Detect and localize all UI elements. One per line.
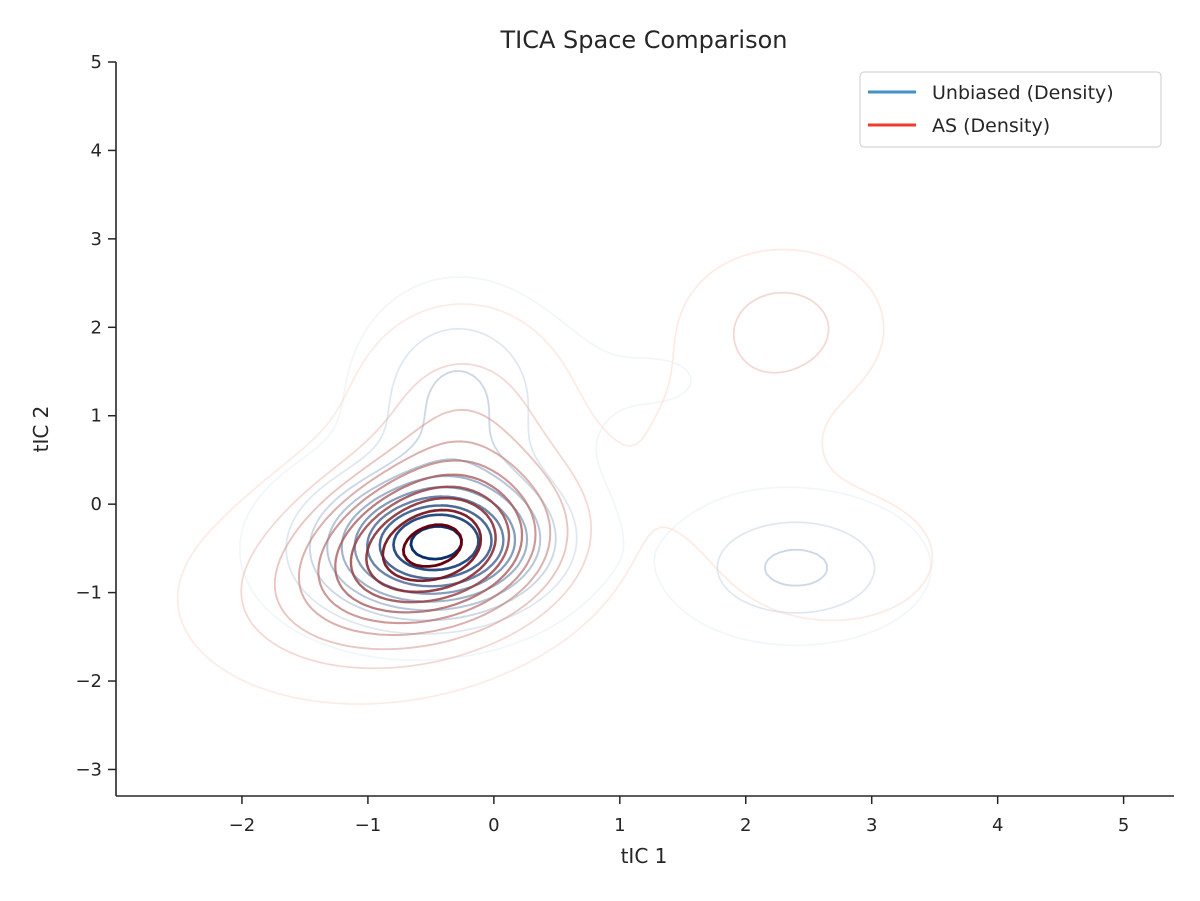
unbiased-contour-level-1 <box>239 276 932 661</box>
as-contour-level-2 <box>240 291 830 670</box>
x-tick-label: 2 <box>740 815 751 836</box>
y-axis-title: tIC 2 <box>29 406 53 453</box>
y-tick-label: 2 <box>91 317 102 338</box>
y-axis-ticks: −3 −2 −1 0 1 2 3 4 5 <box>75 52 116 780</box>
chart-title: TICA Space Comparison <box>499 26 787 54</box>
as-contour-level-6 <box>334 473 524 614</box>
plot-area <box>176 248 934 705</box>
legend-label-as: AS (Density) <box>932 115 1050 137</box>
x-tick-label: 5 <box>1118 815 1129 836</box>
x-tick-label: −2 <box>229 815 256 836</box>
x-axis-title: tIC 1 <box>621 844 668 868</box>
y-tick-label: 0 <box>91 494 102 515</box>
x-tick-label: 1 <box>614 815 625 836</box>
x-axis-ticks: −2 −1 0 1 2 3 4 5 <box>229 796 1129 836</box>
as-contour-level-1 <box>176 248 934 705</box>
y-tick-label: 5 <box>91 52 102 73</box>
y-tick-label: −2 <box>75 671 102 692</box>
as-contour-level-9 <box>381 508 483 583</box>
unbiased-contour-level-3 <box>308 370 829 622</box>
x-tick-label: 4 <box>992 815 1003 836</box>
as-contour-level-4 <box>298 440 552 636</box>
legend: Unbiased (Density) AS (Density) <box>859 71 1162 148</box>
y-tick-label: −3 <box>75 759 102 780</box>
unbiased-contour-level-5 <box>340 474 529 603</box>
unbiased-contour-level-8 <box>378 504 493 580</box>
as-contour-level-7 <box>349 485 511 604</box>
y-tick-label: −1 <box>75 583 102 604</box>
y-tick-label: 3 <box>91 229 102 250</box>
unbiased-contour-level-9 <box>392 513 480 572</box>
y-tick-label: 4 <box>91 140 102 161</box>
legend-frame <box>859 71 1162 148</box>
x-tick-label: 0 <box>488 815 499 836</box>
legend-label-unbiased: Unbiased (Density) <box>932 82 1114 104</box>
as-contour-level-3 <box>273 408 569 651</box>
y-tick-label: 1 <box>91 406 102 427</box>
x-tick-label: −1 <box>355 815 382 836</box>
as-contour-level-5 <box>317 459 537 625</box>
as-contour-level-8 <box>365 496 497 594</box>
unbiased-contour-level-2 <box>285 327 876 635</box>
as-contour-level-10 <box>402 523 463 568</box>
x-tick-label: 3 <box>866 815 877 836</box>
